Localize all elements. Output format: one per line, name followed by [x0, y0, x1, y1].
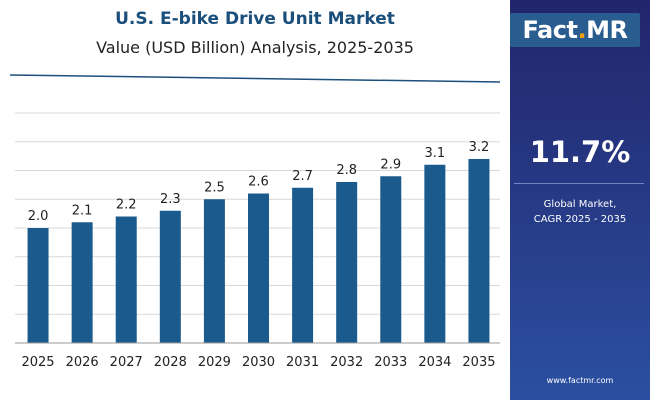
value-label-2034: 3.1: [425, 146, 446, 161]
bar-2035: [468, 159, 490, 343]
value-label-2033: 2.9: [380, 157, 401, 172]
header-rule: [9, 74, 501, 83]
cagr-divider: [514, 183, 644, 184]
value-label-2029: 2.5: [204, 180, 225, 195]
side-panel: [510, 0, 650, 400]
x-tick-label-2034: 2034: [418, 355, 451, 370]
value-label-2028: 2.3: [160, 192, 181, 207]
value-label-2030: 2.6: [248, 175, 269, 190]
bars: [27, 159, 490, 343]
x-tick-label-2026: 2026: [66, 355, 99, 370]
chart-title: U.S. E-bike Drive Unit Market: [115, 9, 395, 29]
bar-2031: [292, 187, 314, 343]
bar-2027: [115, 216, 137, 343]
x-tick-label-2030: 2030: [242, 355, 275, 370]
value-label-2032: 2.8: [336, 163, 357, 178]
chart-subtitle: Value (USD Billion) Analysis, 2025-2035: [96, 38, 414, 57]
bar-chart: 2.0 2.1 2.2 2.32.5 2.6 2.7 2.8 2.93.1 3.2 2025 20…: [15, 112, 500, 370]
bar-2028: [159, 210, 181, 343]
website-url: www.factmr.com: [546, 376, 614, 385]
bar-2025: [27, 228, 49, 343]
bar-2032: [336, 182, 358, 343]
x-tick-label-2027: 2027: [110, 355, 143, 370]
logo-dot: .: [577, 16, 587, 44]
logo-text-mr: MR: [586, 16, 628, 44]
bar-2034: [424, 164, 446, 343]
value-label-2025: 2.0: [28, 209, 49, 224]
value-label-2027: 2.2: [116, 198, 137, 213]
x-tick-label-2031: 2031: [286, 355, 319, 370]
x-tick-label-2028: 2028: [154, 355, 187, 370]
cagr-label-line1: Global Market,: [543, 199, 617, 210]
value-labels: 2.0 2.1 2.2 2.3 2.5 2.6 2.7 2.8 2.9 3.1 3.2: [28, 140, 490, 224]
cagr-label-line2: CAGR 2025 - 2035: [533, 214, 627, 225]
value-label-2031: 2.7: [292, 169, 313, 184]
bar-2033: [380, 176, 402, 343]
cagr-value: 11.7%: [529, 135, 631, 169]
x-tick-label-2035: 2035: [462, 355, 495, 370]
logo-wordmark: Fact.MR: [510, 13, 640, 47]
value-label-2026: 2.1: [72, 203, 93, 218]
value-label-2035: 3.2: [469, 140, 490, 155]
x-tick-label-2032: 2032: [330, 355, 363, 370]
factmr-logo: Fact.MR: [510, 13, 640, 47]
bar-2029: [203, 199, 225, 343]
x-axis-ticks: 2025 2026 2027 2028 2029 2030 2031 2032 2033 2034…: [21, 355, 495, 370]
cagr-label: Global Market, CAGR 2025 - 2035: [510, 197, 650, 227]
bar-2026: [71, 222, 93, 343]
logo-text-fact: Fact: [522, 16, 578, 44]
x-tick-label-2033: 2033: [374, 355, 407, 370]
bar-2030: [248, 193, 269, 343]
x-tick-label-2029: 2029: [198, 355, 231, 370]
x-tick-label-2025: 2025: [21, 355, 54, 370]
